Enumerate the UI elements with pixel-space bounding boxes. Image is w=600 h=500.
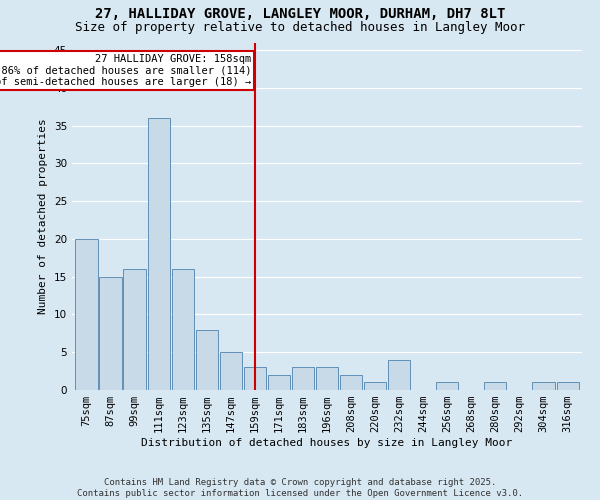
Bar [220,352,242,390]
Bar [148,118,170,390]
Bar [364,382,386,390]
Bar [100,276,122,390]
Bar [244,368,266,390]
Bar [388,360,410,390]
Bar [292,368,314,390]
Bar [268,375,290,390]
Text: Contains HM Land Registry data © Crown copyright and database right 2025.
Contai: Contains HM Land Registry data © Crown c… [77,478,523,498]
X-axis label: Distribution of detached houses by size in Langley Moor: Distribution of detached houses by size … [142,438,512,448]
Text: 27 HALLIDAY GROVE: 158sqm
← 86% of detached houses are smaller (114)
14% of semi: 27 HALLIDAY GROVE: 158sqm ← 86% of detac… [0,54,251,87]
Bar [557,382,578,390]
Bar [196,330,218,390]
Bar [172,269,194,390]
Bar [316,368,338,390]
Bar [340,375,362,390]
Text: 27, HALLIDAY GROVE, LANGLEY MOOR, DURHAM, DH7 8LT: 27, HALLIDAY GROVE, LANGLEY MOOR, DURHAM… [95,8,505,22]
Bar [532,382,554,390]
Bar [124,269,146,390]
Bar [436,382,458,390]
Text: Size of property relative to detached houses in Langley Moor: Size of property relative to detached ho… [75,21,525,34]
Bar [484,382,506,390]
Y-axis label: Number of detached properties: Number of detached properties [38,118,49,314]
Bar [76,239,98,390]
